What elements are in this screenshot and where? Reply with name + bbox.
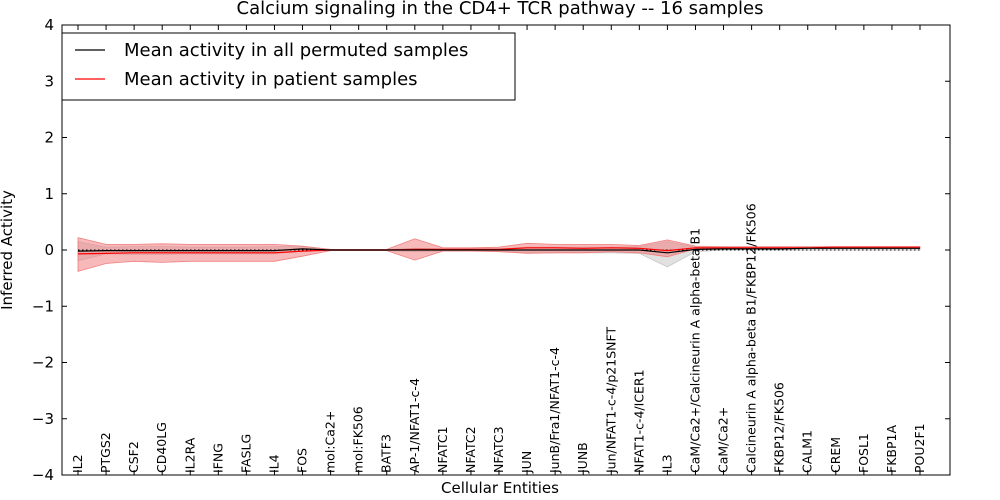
x-category-label: NFATC2 bbox=[463, 426, 478, 473]
x-category-label: IL2 bbox=[70, 454, 85, 473]
x-category-label: AP-1/NFAT1-c-4 bbox=[407, 378, 422, 473]
y-tick-label: 3 bbox=[44, 72, 54, 90]
y-tick-label: −3 bbox=[32, 410, 54, 428]
x-category-label: NFAT1-c-4/ICER1 bbox=[631, 369, 646, 473]
legend-box bbox=[61, 32, 516, 101]
x-category-label: IL3 bbox=[659, 454, 674, 473]
x-category-label: mol:Ca2+ bbox=[323, 411, 338, 473]
x-category-label: FKBP1A bbox=[884, 425, 899, 473]
x-category-label: CALM1 bbox=[800, 430, 815, 473]
series-lines bbox=[77, 246, 920, 255]
y-axis: −4 −3 −2 −1 0 1 2 3 4 bbox=[32, 16, 950, 484]
y-tick-label: 2 bbox=[44, 129, 54, 147]
x-category-label: JunB/Fra1/NFAT1-c-4 bbox=[547, 347, 562, 474]
x-category-label: JUNB bbox=[575, 442, 590, 474]
plot-frame bbox=[61, 24, 951, 476]
y-tick-label: 0 bbox=[44, 241, 54, 259]
confidence-bands bbox=[77, 237, 921, 272]
x-category-label: Jun/NFAT1-c-4/p21SNFT bbox=[603, 327, 618, 474]
legend-entry: Mean activity in patient samples bbox=[124, 69, 418, 90]
x-category-label: FOS bbox=[295, 448, 310, 473]
x-category-label: IFNG bbox=[210, 443, 225, 473]
x-category-labels: IL2 PTGS2 CSF2 CD40LG IL2RA IFNG FASLG IL4 FOS mo… bbox=[70, 25, 927, 475]
x-category-label: CaM/Ca2+ bbox=[716, 407, 731, 473]
x-category-label: CSF2 bbox=[126, 441, 141, 473]
x-category-label: NFATC3 bbox=[491, 426, 506, 473]
x-category-label: IL4 bbox=[267, 454, 282, 473]
x-category-label: CD40LG bbox=[154, 422, 169, 473]
y-axis-label: Inferred Activity bbox=[0, 190, 16, 310]
x-category-label: PTGS2 bbox=[98, 432, 113, 473]
legend: Mean activity in all permuted samples Mea… bbox=[61, 32, 516, 101]
y-tick-label: −2 bbox=[32, 354, 54, 372]
x-category-label: CaM/Ca2+/Calcineurin A alpha-beta B1 bbox=[688, 228, 703, 473]
x-category-label: IL2RA bbox=[182, 437, 197, 473]
x-axis-label: Cellular Entities bbox=[441, 479, 559, 497]
band-series-1 bbox=[77, 237, 921, 272]
x-category-label: FOSL1 bbox=[856, 433, 871, 473]
x-category-label: NFATC1 bbox=[435, 426, 450, 473]
x-category-label: mol:FK506 bbox=[351, 406, 366, 473]
y-tick-label: 1 bbox=[44, 185, 54, 203]
y-tick-label: −1 bbox=[32, 297, 54, 315]
chart-title: Calcium signaling in the CD4+ TCR pathwa… bbox=[237, 0, 764, 19]
x-category-label: BATF3 bbox=[379, 434, 394, 473]
y-tick-label: 4 bbox=[44, 16, 54, 34]
x-category-label: FKBP12/FK506 bbox=[772, 382, 787, 473]
x-category-label: CREM bbox=[828, 437, 843, 473]
x-category-label: JUN bbox=[519, 451, 534, 474]
line-series-0 bbox=[77, 247, 920, 254]
legend-entry: Mean activity in all permuted samples bbox=[124, 40, 468, 61]
x-category-label: POU2F1 bbox=[912, 423, 927, 473]
x-category-label: Calcineurin A alpha-beta B1/FKBP12/FK506 bbox=[744, 203, 759, 473]
x-category-label: FASLG bbox=[238, 434, 253, 473]
y-tick-label: −4 bbox=[32, 466, 54, 484]
